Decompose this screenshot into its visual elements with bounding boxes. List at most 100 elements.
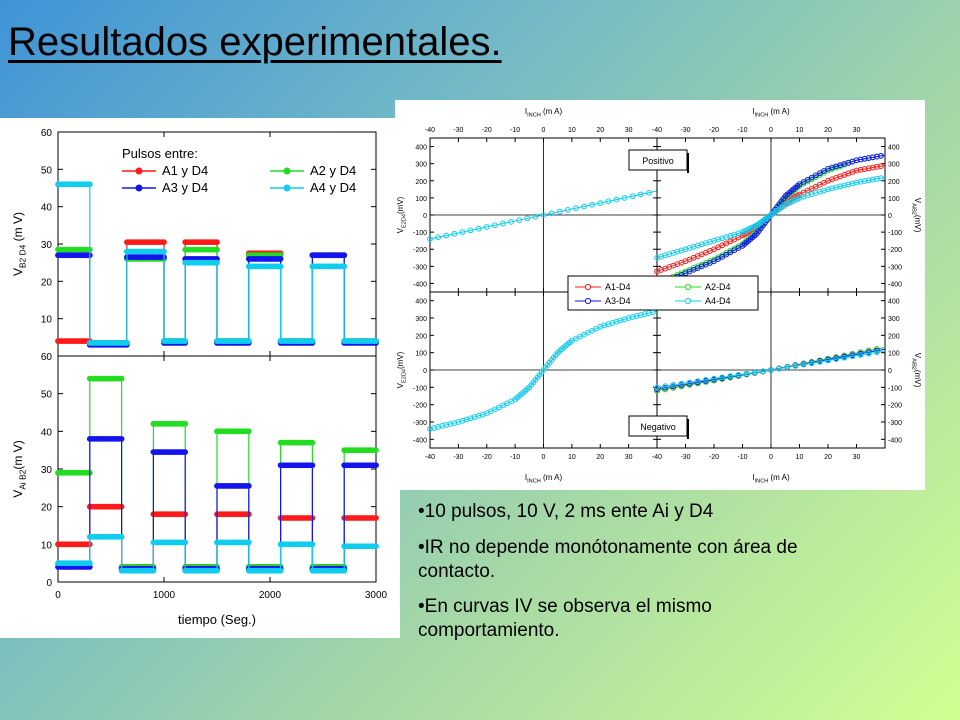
iv-data-point bbox=[800, 361, 807, 368]
iv-data-point bbox=[447, 421, 454, 427]
iv-data-point bbox=[540, 212, 547, 218]
y-tick-label: 10 bbox=[41, 315, 53, 326]
data-point bbox=[277, 256, 284, 262]
bullet-item: En curvas IV se observa el mismo comport… bbox=[418, 595, 818, 643]
iv-data-point bbox=[451, 230, 458, 237]
iv-data-point bbox=[873, 163, 880, 170]
y-axis-label: VAi B2(m V) bbox=[11, 440, 28, 497]
bottom-x-axis-label: IINCH (m A) bbox=[752, 473, 790, 484]
y-tick-label: 60 bbox=[41, 128, 53, 139]
y-tick-label: 400 bbox=[415, 299, 427, 306]
iv-data-point bbox=[873, 175, 880, 182]
data-point bbox=[118, 435, 125, 442]
data-point bbox=[309, 462, 316, 469]
x-tick-label: 1000 bbox=[153, 590, 176, 601]
x-tick-label: -10 bbox=[737, 454, 747, 461]
x-tick-label: 30 bbox=[853, 127, 861, 134]
legend-entry-4: A4-D4 bbox=[705, 296, 731, 306]
iv-data-point bbox=[869, 154, 876, 161]
iv-data-point bbox=[694, 378, 701, 385]
left-y-axis-label: VE2D4(mV) bbox=[396, 196, 407, 233]
y-tick-label: 200 bbox=[415, 179, 427, 186]
iv-data-point bbox=[837, 183, 844, 190]
iv-data-point bbox=[435, 424, 442, 430]
iv-data-point bbox=[654, 387, 660, 394]
x-tick-label: 0 bbox=[769, 127, 773, 134]
iv-data-point bbox=[808, 360, 815, 367]
x-tick-label: -40 bbox=[425, 454, 435, 461]
iv-data-point bbox=[841, 354, 848, 361]
iv-data-point bbox=[857, 156, 864, 163]
x-tick-label: 10 bbox=[568, 454, 576, 461]
iv-data-point bbox=[427, 236, 433, 242]
y-tick-label: -200 bbox=[413, 247, 427, 254]
y-tick-label: 400 bbox=[415, 145, 427, 152]
legend-marker-2 bbox=[684, 283, 692, 291]
y-tick-label: 200 bbox=[415, 333, 427, 340]
iv-data-point bbox=[629, 193, 636, 200]
iv-data-point bbox=[491, 222, 498, 229]
legend-marker-1 bbox=[584, 283, 592, 291]
iv-data-point bbox=[849, 353, 856, 360]
iv-data-point bbox=[865, 165, 872, 172]
data-point bbox=[277, 263, 284, 270]
x-tick-label: -20 bbox=[482, 127, 492, 134]
x-tick-label: -40 bbox=[652, 127, 662, 134]
x-tick-label: -10 bbox=[737, 127, 747, 134]
x-tick-label: -30 bbox=[680, 454, 690, 461]
x-tick-label: -30 bbox=[453, 454, 463, 461]
iv-data-point bbox=[678, 380, 685, 387]
iv-data-point bbox=[625, 315, 632, 321]
iv-data-point bbox=[878, 152, 884, 159]
data-point bbox=[214, 567, 220, 574]
y-tick-label: 300 bbox=[415, 162, 427, 169]
x-tick-label: 0 bbox=[769, 454, 773, 461]
iv-data-point bbox=[605, 198, 612, 205]
x-tick-label: 10 bbox=[568, 127, 576, 134]
legend-entry-1: A1 y D4 bbox=[162, 163, 208, 178]
y-tick-label: 40 bbox=[41, 427, 53, 438]
iv-data-point bbox=[719, 374, 726, 381]
y-tick-label: 0 bbox=[423, 213, 427, 220]
slide-title: Resultados experimentales. bbox=[8, 20, 502, 64]
y-tick-label: -300 bbox=[888, 264, 902, 271]
top-x-axis-label: IINCH (m A) bbox=[525, 107, 563, 118]
negative-label: Negativo bbox=[640, 422, 676, 432]
iv-data-point bbox=[751, 369, 758, 376]
data-point bbox=[277, 567, 284, 574]
x-tick-label: 30 bbox=[625, 127, 633, 134]
y-tick-label: 30 bbox=[41, 465, 53, 476]
iv-data-point bbox=[865, 155, 872, 161]
data-point bbox=[182, 449, 189, 455]
label-shadow bbox=[687, 153, 689, 173]
y-tick-label: -300 bbox=[413, 420, 427, 427]
iv-data-point bbox=[735, 372, 742, 378]
x-tick-label: -40 bbox=[425, 127, 435, 134]
iv-data-point bbox=[508, 218, 514, 225]
x-tick-label: -30 bbox=[680, 127, 690, 134]
y-tick-label: 10 bbox=[41, 540, 53, 551]
x-tick-label: -30 bbox=[453, 127, 463, 134]
data-point bbox=[245, 338, 252, 344]
legend-box bbox=[567, 275, 759, 311]
iv-data-point bbox=[711, 375, 717, 382]
x-tick-label: 10 bbox=[796, 127, 804, 134]
iv-data-point bbox=[841, 182, 848, 189]
data-point bbox=[373, 338, 379, 344]
iv-data-point bbox=[645, 189, 652, 196]
y-tick-label: 100 bbox=[415, 351, 427, 358]
x-tick-label: 0 bbox=[542, 454, 546, 461]
iv-data-point bbox=[686, 379, 693, 386]
x-tick-label: 3000 bbox=[365, 590, 388, 601]
y-tick-label: 100 bbox=[888, 351, 900, 358]
iv-data-point bbox=[833, 184, 840, 191]
legend-marker-2 bbox=[283, 167, 291, 175]
y-tick-label: 20 bbox=[41, 277, 53, 288]
series-line-4 bbox=[58, 183, 376, 344]
iv-data-point bbox=[759, 368, 766, 375]
iv-data-point bbox=[500, 220, 506, 227]
y-tick-label: -100 bbox=[413, 385, 427, 392]
iv-data-point bbox=[581, 203, 587, 210]
